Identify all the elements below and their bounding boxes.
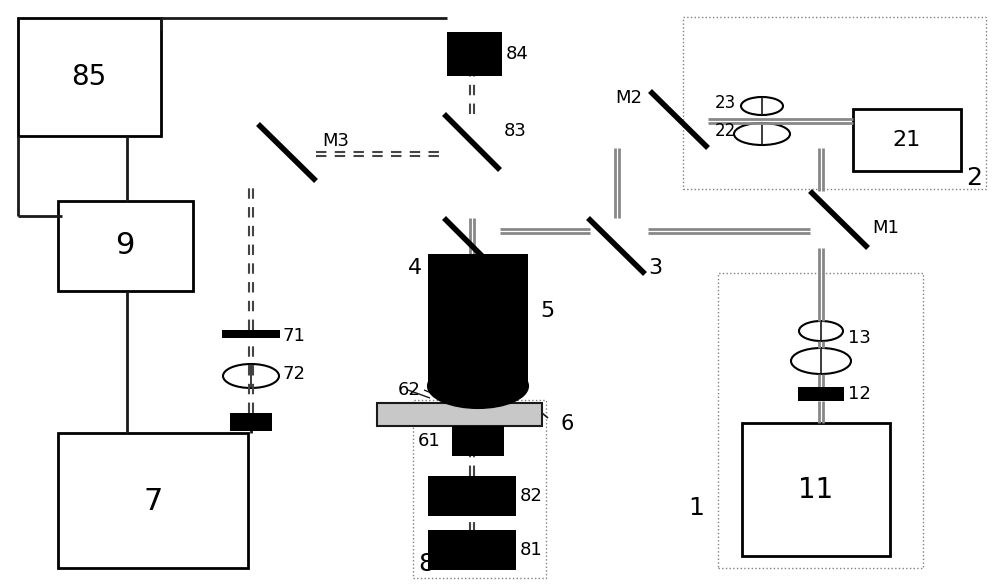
Bar: [58, 201, 193, 291]
Ellipse shape: [428, 364, 528, 408]
Text: 11: 11: [798, 476, 834, 504]
Bar: [718, 273, 923, 568]
Text: 83: 83: [504, 122, 527, 140]
Bar: [222, 330, 280, 338]
Bar: [230, 413, 272, 431]
Text: M2: M2: [615, 89, 642, 107]
Text: M3: M3: [322, 132, 349, 150]
Bar: [452, 426, 504, 456]
Text: 13: 13: [848, 329, 871, 347]
Text: 61: 61: [418, 432, 441, 450]
Bar: [683, 17, 986, 189]
Text: 23: 23: [715, 94, 736, 112]
Text: 84: 84: [506, 45, 529, 63]
Text: 22: 22: [715, 122, 736, 140]
Text: M1: M1: [872, 219, 899, 237]
Text: 4: 4: [408, 258, 422, 278]
Text: 82: 82: [520, 487, 543, 505]
Bar: [377, 403, 542, 426]
Bar: [428, 254, 528, 386]
Text: 9: 9: [115, 231, 135, 261]
Bar: [853, 109, 961, 171]
Text: 21: 21: [893, 130, 921, 150]
Bar: [447, 32, 502, 76]
Text: 5: 5: [540, 301, 554, 321]
Text: 7: 7: [143, 486, 163, 516]
Bar: [428, 530, 516, 570]
Text: 62: 62: [398, 381, 421, 399]
Bar: [428, 476, 516, 516]
Bar: [413, 400, 546, 578]
Text: 2: 2: [966, 166, 982, 190]
Text: 85: 85: [71, 63, 107, 91]
Bar: [58, 433, 248, 568]
Bar: [742, 423, 890, 556]
Bar: [798, 387, 844, 401]
Bar: [18, 18, 161, 136]
Text: 3: 3: [648, 258, 662, 278]
Text: 72: 72: [282, 365, 305, 383]
Text: 12: 12: [848, 385, 871, 403]
Text: 71: 71: [282, 327, 305, 345]
Text: 8: 8: [418, 552, 434, 576]
Text: 6: 6: [560, 414, 573, 434]
Text: 81: 81: [520, 541, 543, 559]
Text: 1: 1: [688, 496, 704, 520]
